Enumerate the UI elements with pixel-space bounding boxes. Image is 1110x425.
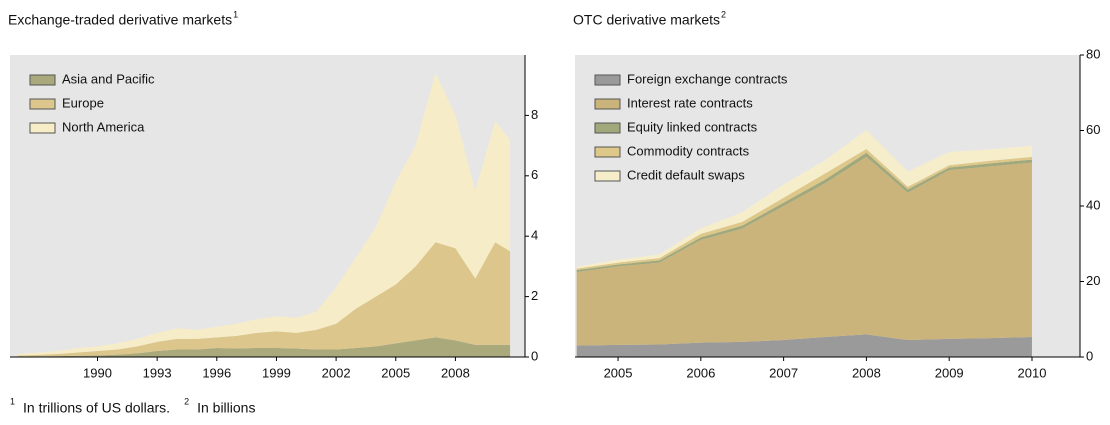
legend-label: Credit default swaps xyxy=(627,167,745,182)
legend-swatch xyxy=(594,74,621,86)
x-tick-label: 2010 xyxy=(1018,365,1047,380)
legend-label: Asia and Pacific xyxy=(62,71,155,86)
x-tick-label: 2007 xyxy=(769,365,798,380)
x-tick-label: 2008 xyxy=(852,365,881,380)
legend-swatch xyxy=(594,98,621,110)
y-tick-label: 60 xyxy=(1086,122,1100,137)
y-tick-label: 0 xyxy=(1086,348,1093,363)
legend-swatch xyxy=(29,122,56,134)
footnote: In trillions of US dollars. xyxy=(23,400,170,416)
area xyxy=(17,73,511,356)
legend-swatch xyxy=(594,170,621,182)
y-tick-label: 8 xyxy=(531,107,538,122)
legend-label: Commodity contracts xyxy=(627,143,750,158)
legend-label: Interest rate contracts xyxy=(627,95,753,110)
area xyxy=(17,337,511,357)
chart-title: OTC derivative markets xyxy=(573,12,720,28)
x-tick-label: 1999 xyxy=(262,365,291,380)
legend-label: Europe xyxy=(62,95,104,110)
x-tick-label: 1990 xyxy=(83,365,112,380)
area xyxy=(576,156,1032,346)
x-tick-label: 1993 xyxy=(143,365,172,380)
area xyxy=(576,334,1032,357)
chart-title: Exchange-traded derivative markets xyxy=(8,12,232,28)
y-tick-label: 6 xyxy=(531,167,538,182)
x-tick-label: 2009 xyxy=(935,365,964,380)
area xyxy=(17,242,511,357)
footnote-mark: 1 xyxy=(10,396,15,406)
legend-label: Foreign exchange contracts xyxy=(627,71,788,86)
legend-label: Equity linked contracts xyxy=(627,119,758,134)
title-note: 2 xyxy=(721,9,726,19)
legend-swatch xyxy=(29,98,56,110)
legend-label: North America xyxy=(62,119,145,134)
y-tick-label: 20 xyxy=(1086,273,1100,288)
x-tick-label: 1996 xyxy=(202,365,231,380)
y-tick-label: 2 xyxy=(531,288,538,303)
title-note: 1 xyxy=(233,9,238,19)
y-tick-label: 4 xyxy=(531,228,538,243)
y-tick-label: 40 xyxy=(1086,197,1100,212)
legend-swatch xyxy=(594,146,621,158)
x-tick-label: 2005 xyxy=(604,365,633,380)
legend-swatch xyxy=(29,74,56,86)
area xyxy=(576,152,1032,273)
y-tick-label: 0 xyxy=(531,348,538,363)
x-tick-label: 2008 xyxy=(441,365,470,380)
x-tick-label: 2002 xyxy=(322,365,351,380)
footnote-mark: 2 xyxy=(184,396,189,406)
x-tick-label: 2005 xyxy=(381,365,410,380)
x-tick-label: 2006 xyxy=(686,365,715,380)
footnote: In billions xyxy=(197,400,255,416)
legend-swatch xyxy=(594,122,621,134)
y-tick-label: 80 xyxy=(1086,46,1100,61)
